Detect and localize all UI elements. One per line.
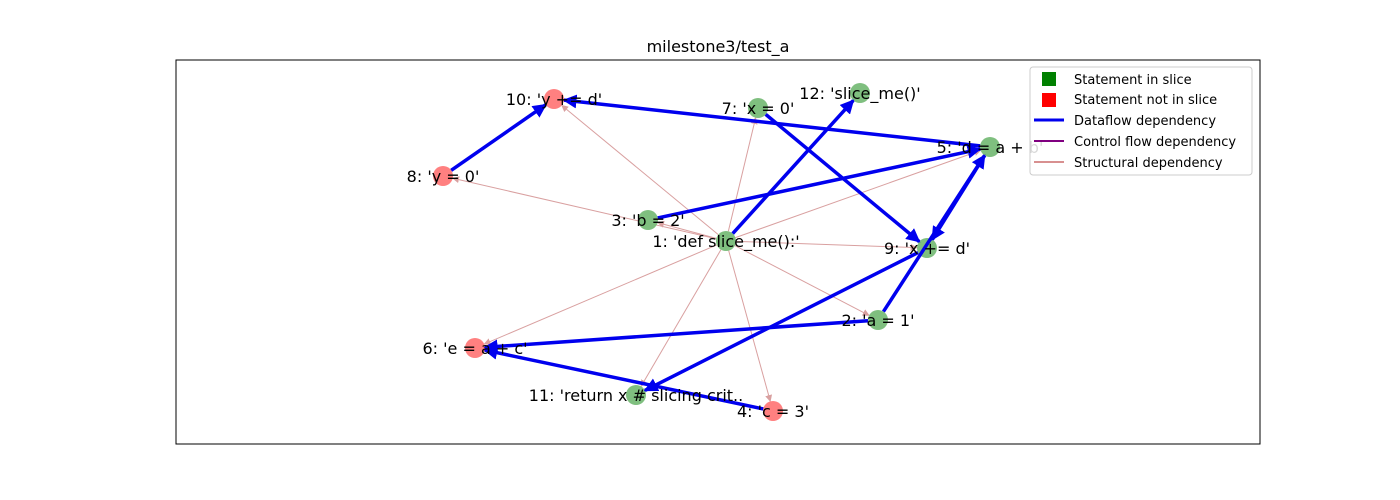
legend-in-slice-marker (1042, 72, 1056, 86)
dataflow-edge-5-to-10 (562, 94, 981, 148)
node-label-10: 10: 'y += d' (506, 90, 602, 109)
legend-structural-label: Structural dependency (1074, 156, 1223, 171)
node-label-6: 6: 'e = a + c' (422, 339, 527, 358)
dataflow-edge-5-to-9 (930, 154, 987, 241)
dataflow-edge-4-to-6 (483, 345, 764, 411)
node-4 (763, 401, 783, 421)
node-2 (868, 310, 888, 330)
node-label-11: 11: 'return x # slicing crit.. (529, 386, 743, 405)
node-labels: 1: 'def slice_me():' 2: 'a = 1' 3: 'b = 2'… (407, 84, 1044, 421)
node-label-8: 8: 'y = 0' (407, 167, 480, 186)
legend-not-in-slice-marker (1042, 93, 1056, 107)
structural-edge-1-to-8 (452, 176, 717, 240)
dataflow-edge-9-to-11 (643, 250, 919, 393)
node-11 (626, 385, 646, 405)
node-label-9: 9: 'x += d' (884, 239, 970, 258)
legend-control-label: Control flow dependency (1074, 135, 1236, 150)
node-12 (850, 83, 870, 103)
node-10 (544, 89, 564, 109)
legend-dataflow-label: Dataflow dependency (1074, 114, 1216, 129)
legend-box (1029, 66, 1253, 176)
node-label-3: 3: 'b = 2' (611, 211, 684, 230)
dataflow-edge-1-to-12 (731, 99, 855, 235)
chart-title: milestone3/test_a (647, 37, 790, 57)
legend-not-in-slice-label: Statement not in slice (1074, 93, 1217, 108)
node-label-12: 12: 'slice_me()' (799, 84, 920, 104)
node-label-7: 7: 'x = 0' (722, 99, 795, 118)
structural-edge-1-to-7 (727, 117, 758, 232)
node-7 (748, 98, 768, 118)
dataflow-edge-7-to-9 (764, 113, 921, 243)
node-5 (980, 137, 1000, 157)
structural-edge-1-to-11 (640, 249, 722, 387)
structural-edge-1-to-6 (483, 244, 717, 345)
structural-edge-1-to-5 (735, 149, 982, 239)
node-6 (465, 338, 485, 358)
dataflow-edge-3-to-5 (657, 144, 982, 220)
structural-edge-1-to-10 (561, 104, 719, 236)
node-label-5: 5: 'd = a + b' (937, 138, 1044, 157)
legend: Statement in slice Statement not in slic… (1029, 66, 1253, 176)
legend-in-slice-label: Statement in slice (1074, 73, 1192, 88)
structural-edge-1-to-2 (734, 245, 870, 316)
node-8 (433, 166, 453, 186)
node-label-1: 1: 'def slice_me():' (652, 232, 799, 252)
structural-edge-1-to-4 (728, 250, 773, 403)
node-3 (638, 210, 658, 230)
structural-edge-1-to-3 (656, 220, 717, 239)
dataflow-edge-8-to-10 (450, 103, 547, 172)
structural-edge-1-to-9 (735, 240, 918, 251)
dataflow-edge-2-to-6 (483, 318, 869, 354)
node-1 (716, 231, 736, 251)
node-label-4: 4: 'c = 3' (737, 402, 809, 421)
structural-edges (452, 104, 982, 403)
dataflow-edges (450, 94, 987, 411)
node-label-2: 2: 'a = 1' (841, 311, 914, 330)
